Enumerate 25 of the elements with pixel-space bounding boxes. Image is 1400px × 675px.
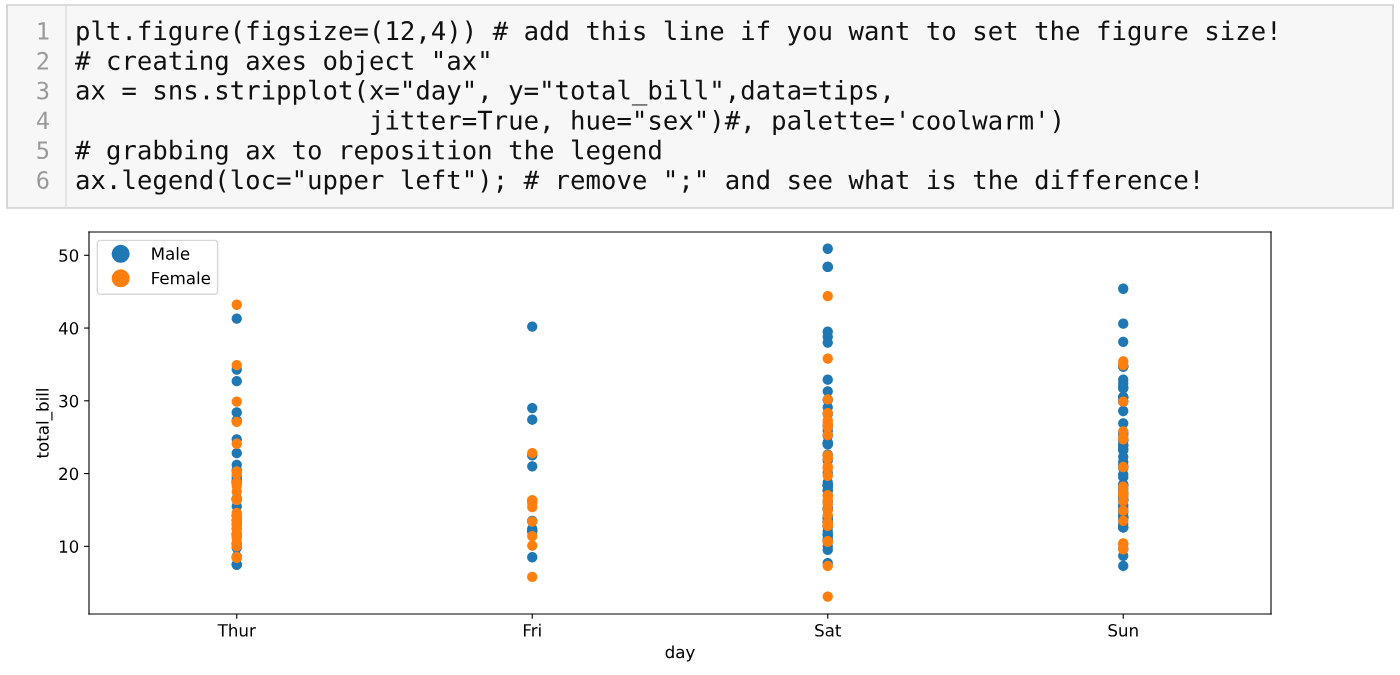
legend-label: Male <box>152 247 190 260</box>
text: # creating axes object "ax" <box>75 50 489 76</box>
text: 6 <box>37 171 49 189</box>
text: plt.figure(figsize=(12,4)) # add this line if you want to set the figure size! <box>77 20 1276 46</box>
text: ax = sns.stripplot(x="day", y="total_bill",data=tips, <box>76 79 889 106</box>
x-tick-label: Sun <box>1108 624 1138 637</box>
text: 2 <box>37 51 48 70</box>
text: ax.legend(loc="upper left"); # remove ";" and see what is the difference! <box>76 169 1198 195</box>
text: # grabbing ax to reposition the legend <box>75 139 661 165</box>
legend-label: Female <box>152 271 211 285</box>
y-axis-title: total_bill <box>35 389 53 459</box>
x-tick-label: Thur <box>217 623 256 637</box>
y-tick-label: 50 <box>59 249 79 262</box>
text: 4 <box>36 111 49 129</box>
text: 3 <box>37 81 49 100</box>
x-tick-label: Sat <box>815 624 842 637</box>
text: 1 <box>38 22 49 40</box>
text: jitter=True, hue="sex")#, palette='coolwarm') <box>371 109 1060 135</box>
x-tick-label: Fri <box>523 623 541 637</box>
text: 5 <box>37 141 49 160</box>
y-tick-label: 40 <box>58 322 79 335</box>
y-tick-label: 10 <box>59 540 79 553</box>
y-tick-label: 20 <box>59 467 79 481</box>
x-axis-title: day <box>665 645 695 662</box>
y-tick-label: 30 <box>59 394 79 408</box>
